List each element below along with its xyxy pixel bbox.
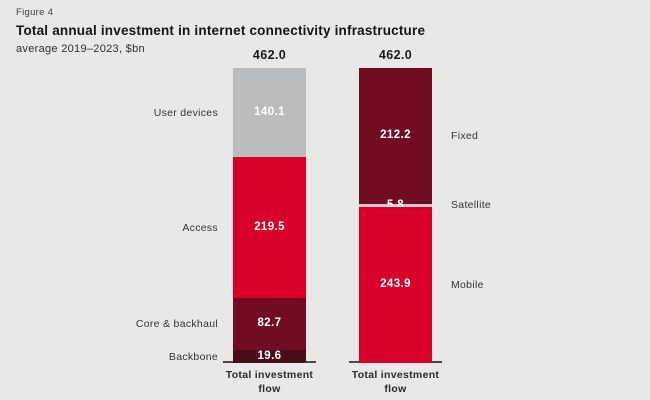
bar-segment: 5.8 — [359, 199, 432, 210]
chart-title: Total annual investment in internet conn… — [16, 23, 426, 38]
segment-value: 243.9 — [380, 278, 411, 291]
bar-segment: 140.1 — [233, 68, 306, 158]
x-axis-label: Total investment flow — [225, 369, 314, 396]
segment-value: 212.2 — [380, 129, 411, 141]
segment-label: Backbone — [168, 350, 218, 363]
segment-label: Satellite — [451, 199, 492, 212]
segment-label: Access — [182, 221, 218, 234]
segment-label: Core & backhaul — [135, 318, 218, 331]
segment-value: 219.5 — [254, 220, 285, 233]
segment-value: 82.7 — [257, 317, 282, 330]
bar-total-label: 462.0 — [378, 48, 413, 62]
segment-label: Mobile — [451, 279, 484, 292]
figure-number: Figure 4 — [16, 7, 54, 18]
bar-segment: 243.9 — [359, 207, 432, 363]
segment-value: 19.6 — [257, 349, 282, 362]
bar-total-label: 462.0 — [252, 48, 287, 62]
chart-subtitle: average 2019–2023, $bn — [16, 43, 145, 55]
bar-segment: 82.7 — [233, 297, 306, 351]
bar-segment: 212.2 — [359, 68, 432, 204]
segment-value: 5.8 — [386, 198, 405, 211]
bar-segment: 19.6 — [233, 350, 306, 363]
segment-value: 140.1 — [254, 105, 285, 118]
segment-label: Fixed — [451, 129, 479, 142]
figure-header: Figure 4 Total annual investment in inte… — [16, 7, 425, 55]
x-axis-label: Total investment flow — [351, 369, 440, 396]
segment-label: User devices — [153, 106, 218, 119]
bar-segment: 219.5 — [233, 157, 306, 298]
